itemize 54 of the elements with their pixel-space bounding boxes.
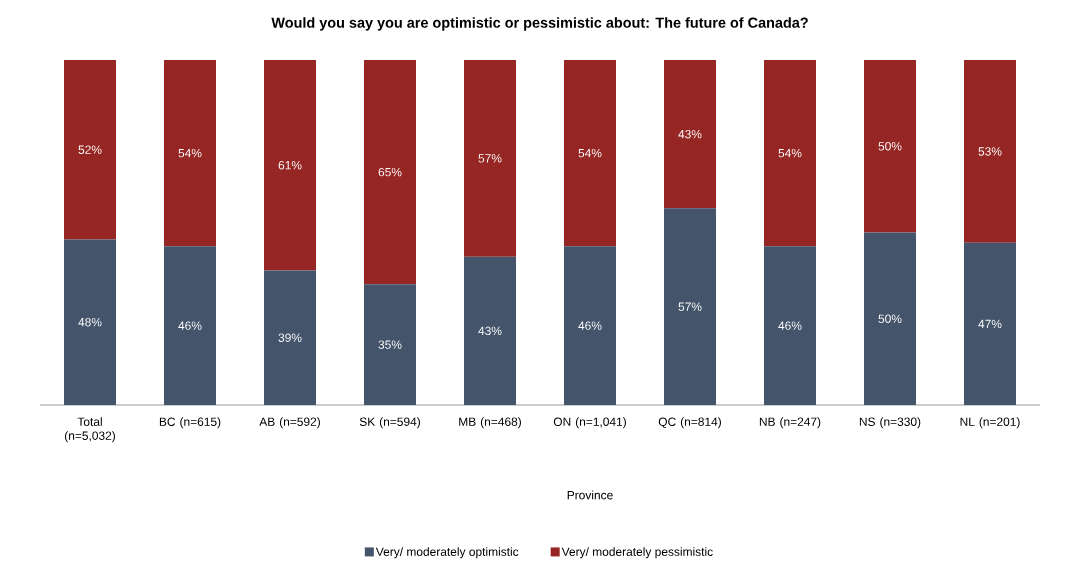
data-label: 47% <box>978 319 1002 329</box>
data-label: 43% <box>678 129 702 139</box>
data-label: 50% <box>878 142 902 151</box>
x-tick-label: NS (n=330) <box>859 417 921 429</box>
x-tick-label: Total (n=5,032) <box>64 417 115 443</box>
data-label: 54% <box>778 148 802 158</box>
legend-label: Very/ moderately pessimistic <box>561 547 713 559</box>
bar <box>763 246 816 405</box>
text: Province <box>567 490 613 500</box>
bar <box>364 60 416 285</box>
bar <box>563 60 616 247</box>
data-label: 57% <box>678 302 702 311</box>
bar <box>164 60 216 247</box>
bar <box>463 60 516 257</box>
data-label: 53% <box>978 147 1002 156</box>
x-tick-label: NB (n=247) <box>759 417 821 429</box>
bar <box>164 246 216 405</box>
bar <box>64 239 116 405</box>
data-label: 54% <box>578 148 602 158</box>
bar <box>64 60 116 240</box>
bar <box>763 60 816 247</box>
bar <box>463 256 516 405</box>
data-label: 50% <box>878 314 902 323</box>
bar <box>364 284 416 405</box>
data-label: 65% <box>378 167 402 177</box>
data-label: 52% <box>78 145 102 154</box>
bar <box>663 208 716 405</box>
data-label: 48% <box>78 317 102 327</box>
x-tick-label: QC (n=814) <box>658 417 721 429</box>
data-label: 46% <box>778 321 802 330</box>
data-label: 57% <box>478 154 502 163</box>
x-tick-label: ON (n=1,041) <box>553 417 626 429</box>
x-tick-label: BC (n=615) <box>159 417 221 429</box>
bar <box>563 246 616 405</box>
data-label: 46% <box>578 321 602 330</box>
data-label: 43% <box>478 326 502 336</box>
x-tick-label: MB (n=468) <box>459 417 521 429</box>
bar <box>963 60 1016 243</box>
bar <box>264 270 316 405</box>
data-label: 39% <box>278 333 302 342</box>
x-tick-label: AB (n=592) <box>259 417 320 429</box>
bar <box>963 242 1016 405</box>
bar <box>863 60 916 233</box>
x-tick-label: NL (n=201) <box>960 417 1020 429</box>
x-tick-label: SK (n=594) <box>359 417 420 429</box>
bar <box>264 60 316 271</box>
chart-title: Would you say you are optimistic or pessimistic about: The future of Canada? <box>271 17 808 31</box>
data-label: 46% <box>178 321 202 330</box>
legend-label: Very/ moderately optimistic <box>375 547 519 559</box>
data-label: 54% <box>178 148 202 158</box>
data-label: 35% <box>378 340 402 349</box>
bar <box>663 60 716 209</box>
bar <box>863 232 916 405</box>
data-label: 61% <box>278 160 302 170</box>
